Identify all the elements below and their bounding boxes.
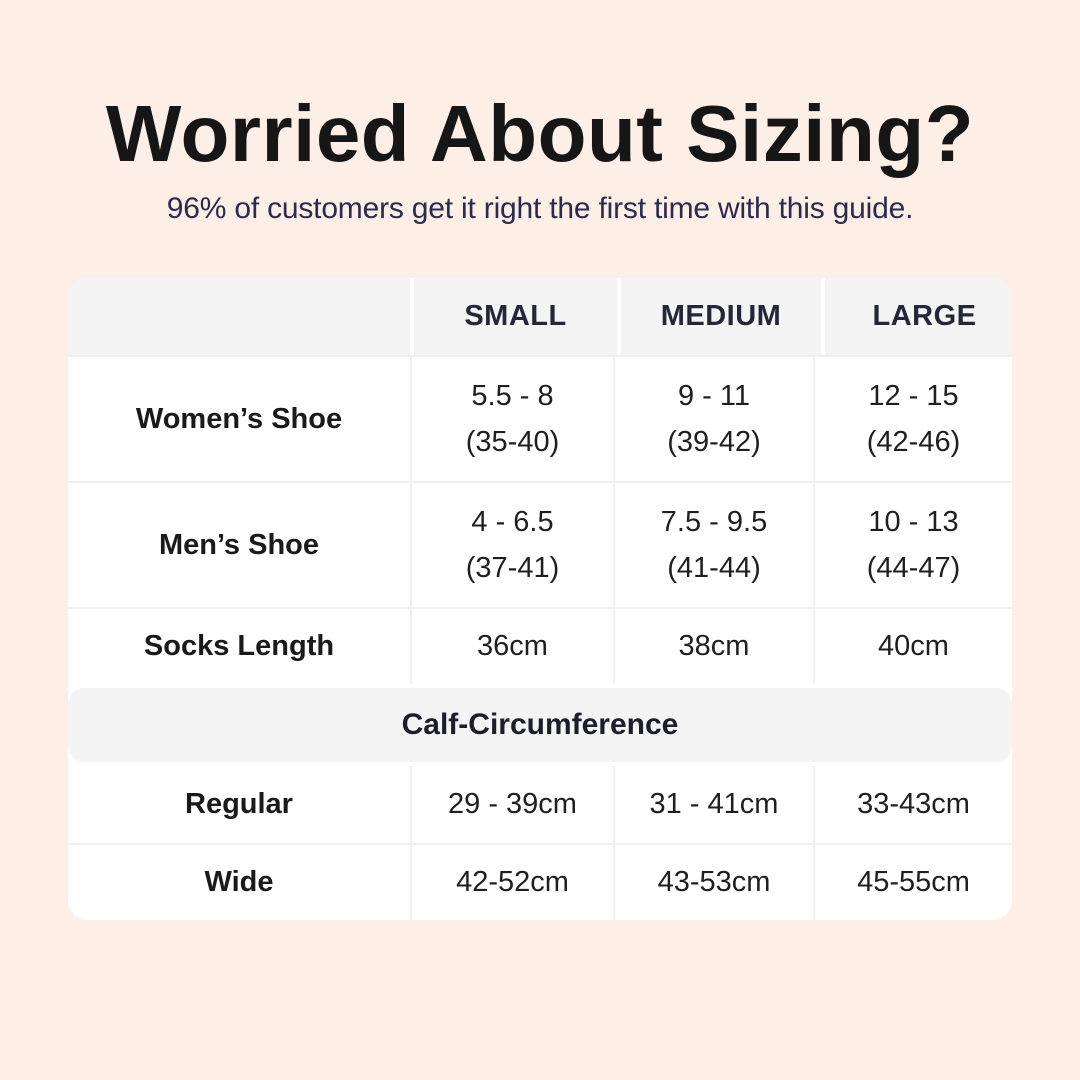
header-cell-empty <box>68 278 410 355</box>
cell-regular-large: 33-43cm <box>813 766 1012 843</box>
header-cell-small: SMALL <box>414 278 617 355</box>
page-title: Worried About Sizing? <box>105 89 975 178</box>
cell-womens-medium: 9 - 11 (39-42) <box>613 357 813 481</box>
table-row-mens-shoe: Men’s Shoe 4 - 6.5 (37-41) 7.5 - 9.5 (41… <box>68 481 1012 607</box>
table-header-row: SMALL MEDIUM LARGE <box>68 278 1012 355</box>
cell-wide-small: 42-52cm <box>410 845 613 920</box>
table-row-socks-length: Socks Length 36cm 38cm 40cm <box>68 607 1012 684</box>
sizing-table-card: SMALL MEDIUM LARGE Women’s Shoe 5.5 - 8 … <box>68 278 1012 920</box>
section-header-calf-circumference: Calf-Circumference <box>68 688 1012 762</box>
cell-womens-small: 5.5 - 8 (35-40) <box>410 357 613 481</box>
cell-womens-large: 12 - 15 (42-46) <box>813 357 1012 481</box>
cell-socks-large: 40cm <box>813 609 1012 684</box>
cell-mens-medium: 7.5 - 9.5 (41-44) <box>613 483 813 607</box>
table-row-womens-shoe: Women’s Shoe 5.5 - 8 (35-40) 9 - 11 (39-… <box>68 355 1012 481</box>
cell-wide-large: 45-55cm <box>813 845 1012 920</box>
cell-socks-small: 36cm <box>410 609 613 684</box>
cell-regular-small: 29 - 39cm <box>410 766 613 843</box>
header-cell-large: LARGE <box>825 278 1012 355</box>
table-row-wide: Wide 42-52cm 43-53cm 45-55cm <box>68 843 1012 920</box>
cell-wide-medium: 43-53cm <box>613 845 813 920</box>
cell-socks-medium: 38cm <box>613 609 813 684</box>
cell-regular-medium: 31 - 41cm <box>613 766 813 843</box>
row-label: Women’s Shoe <box>135 402 343 435</box>
row-label: Wide <box>204 866 274 898</box>
cell-mens-large: 10 - 13 (44-47) <box>813 483 1012 607</box>
row-label: Regular <box>185 788 293 820</box>
cell-mens-small: 4 - 6.5 (37-41) <box>410 483 613 607</box>
header-cell-medium: MEDIUM <box>621 278 821 355</box>
row-label: Socks Length <box>143 630 335 662</box>
row-label: Men’s Shoe <box>158 528 320 561</box>
page-subtitle: 96% of customers get it right the first … <box>166 192 914 225</box>
table-row-regular: Regular 29 - 39cm 31 - 41cm 33-43cm <box>68 766 1012 843</box>
